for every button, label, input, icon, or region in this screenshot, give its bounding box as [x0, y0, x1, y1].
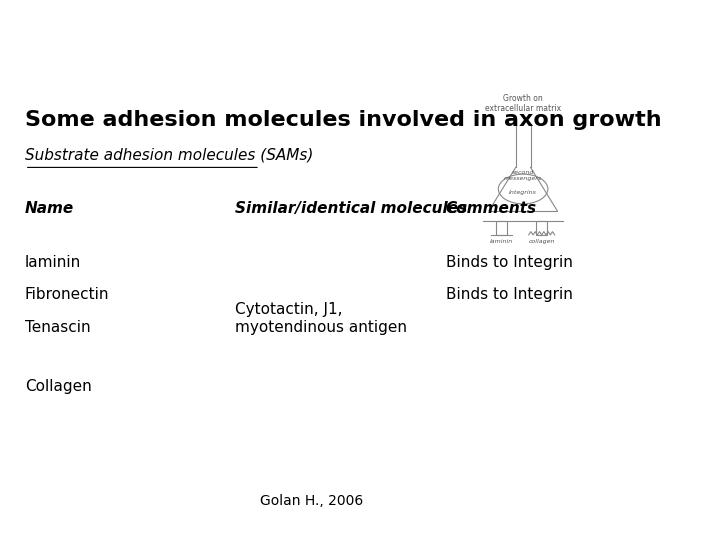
Text: Cytotactin, J1,
myotendinous antigen: Cytotactin, J1, myotendinous antigen — [235, 302, 408, 335]
Text: Similar/identical molecules: Similar/identical molecules — [235, 201, 467, 216]
Bar — [536, 221, 547, 235]
Text: laminin: laminin — [24, 255, 81, 270]
Text: Binds to Integrin: Binds to Integrin — [446, 255, 572, 270]
Text: Comments: Comments — [446, 201, 537, 216]
Text: Integrins: Integrins — [509, 191, 537, 195]
Text: second
messengers: second messengers — [504, 170, 542, 181]
Text: collagen: collagen — [528, 239, 555, 244]
Text: Binds to Integrin: Binds to Integrin — [446, 287, 572, 302]
Text: Name: Name — [24, 201, 74, 216]
Text: laminin: laminin — [490, 239, 513, 244]
Text: Growth on
extracellular matrix: Growth on extracellular matrix — [485, 94, 561, 113]
Bar — [496, 221, 507, 235]
Text: Golan H., 2006: Golan H., 2006 — [260, 494, 364, 508]
Text: Tenascin: Tenascin — [24, 320, 91, 335]
Text: Fibronectin: Fibronectin — [24, 287, 109, 302]
Text: Some adhesion molecules involved in axon growth: Some adhesion molecules involved in axon… — [24, 110, 662, 130]
Text: Collagen: Collagen — [24, 379, 91, 394]
Text: Substrate adhesion molecules (SAMs): Substrate adhesion molecules (SAMs) — [24, 147, 313, 162]
